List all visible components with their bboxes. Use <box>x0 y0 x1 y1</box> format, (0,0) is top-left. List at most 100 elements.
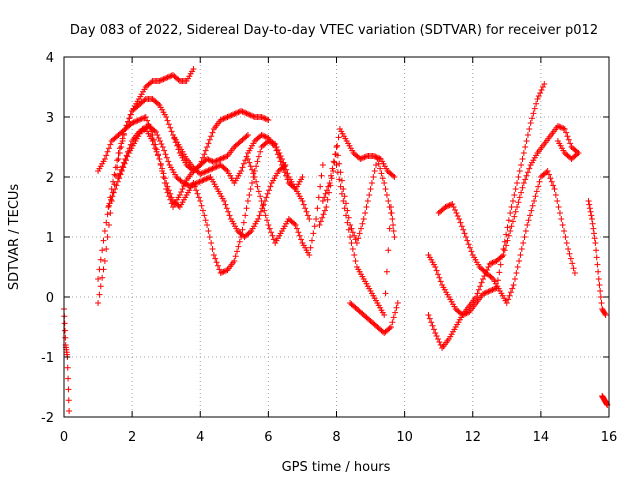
data-point-fill <box>226 212 233 219</box>
data-point-fill <box>167 190 174 197</box>
data-point-fill <box>206 136 213 143</box>
y-tick-label: 3 <box>46 111 54 126</box>
data-point <box>251 174 258 180</box>
data-point-fill <box>341 205 348 212</box>
data-point-fill <box>262 115 269 122</box>
data-point-fill <box>536 178 543 185</box>
data-point-fill <box>317 183 324 190</box>
data-point-fill <box>559 222 566 228</box>
data-point-fill <box>219 155 226 162</box>
data-point-fill <box>304 212 311 219</box>
data-point-fill <box>446 202 453 209</box>
data-point-fill <box>386 225 393 232</box>
data-point-fill <box>232 253 239 260</box>
data-point-fill <box>206 166 213 173</box>
data-point-fill <box>246 159 253 166</box>
data-point-fill <box>153 148 160 155</box>
data-point <box>347 234 354 240</box>
data-point-fill <box>126 115 133 122</box>
data-point <box>210 252 217 258</box>
data-point <box>66 408 73 414</box>
data-point <box>510 282 517 288</box>
data-point-fill <box>526 165 533 172</box>
data-point-fill <box>518 246 525 252</box>
data-point <box>204 144 211 150</box>
data-point-fill <box>119 135 126 142</box>
data-point-fill <box>334 142 341 149</box>
data-point <box>224 114 231 120</box>
data-point <box>588 216 595 222</box>
data-point-fill <box>564 133 571 140</box>
data-point <box>163 75 170 81</box>
data-point-fill <box>520 240 527 246</box>
data-point-fill <box>163 154 170 161</box>
data-point-fill <box>567 255 574 262</box>
data-point <box>255 216 262 222</box>
data-point-fill <box>225 113 232 120</box>
data-point-fill <box>201 212 208 219</box>
data-point <box>592 240 599 246</box>
data-point-fill <box>201 169 208 176</box>
data-point-fill <box>203 175 210 182</box>
data-point-fill <box>529 202 536 209</box>
data-point-fill <box>216 162 223 169</box>
data-point-fill <box>195 194 202 201</box>
data-point-fill <box>165 73 172 80</box>
data-point-fill <box>219 116 226 123</box>
data-point <box>507 210 514 216</box>
data-point-fill <box>485 288 492 295</box>
data-point-fill <box>356 230 363 237</box>
data-point <box>279 162 285 168</box>
data-point-fill <box>62 334 69 341</box>
data-point-fill <box>263 194 270 201</box>
data-point-fill <box>547 175 554 182</box>
data-point-fill <box>390 228 397 234</box>
data-point-fill <box>243 133 250 140</box>
data-point <box>313 216 320 222</box>
data-point-fill <box>257 193 264 200</box>
data-point <box>101 156 108 162</box>
data-point-fill <box>154 132 161 138</box>
data-point-fill <box>363 204 370 210</box>
data-point-fill <box>105 145 112 152</box>
data-point-fill <box>506 292 513 299</box>
data-point-fill <box>336 160 343 167</box>
data-point <box>394 300 401 306</box>
data-point-fill <box>352 236 359 243</box>
data-point-fill <box>344 219 351 226</box>
data-point-fill <box>526 126 533 132</box>
y-tick-label: 0 <box>46 291 54 306</box>
data-point <box>156 156 163 162</box>
data-point-fill <box>229 111 236 118</box>
data-point-fill <box>216 156 223 163</box>
data-point-fill <box>97 283 104 290</box>
data-point-fill <box>208 157 215 164</box>
data-point-fill <box>235 243 242 250</box>
data-point-fill <box>511 276 518 282</box>
data-point <box>112 186 119 192</box>
data-point-fill <box>516 168 523 174</box>
x-tick-label: 6 <box>264 430 272 445</box>
y-axis-label: SDTVAR / TECUs <box>7 184 22 291</box>
data-point-fill <box>205 140 212 147</box>
data-point <box>163 180 170 186</box>
x-tick-label: 16 <box>601 430 618 445</box>
data-point <box>319 162 326 168</box>
data-point-fill <box>552 192 559 198</box>
data-point <box>292 222 299 228</box>
data-point-fill <box>197 178 204 185</box>
data-point-fill <box>528 207 535 214</box>
data-point-fill <box>219 269 226 276</box>
data-point-fill <box>239 108 246 115</box>
data-point-fill <box>382 186 389 192</box>
data-point-fill <box>194 190 201 197</box>
data-point-fill <box>489 259 496 266</box>
data-point <box>231 258 238 264</box>
data-point-fill <box>208 133 215 140</box>
data-point-fill <box>355 235 362 242</box>
data-point <box>258 114 265 120</box>
data-point <box>595 276 602 282</box>
data-point <box>561 126 568 132</box>
data-point-fill <box>490 286 497 293</box>
data-point-fill <box>168 72 175 79</box>
